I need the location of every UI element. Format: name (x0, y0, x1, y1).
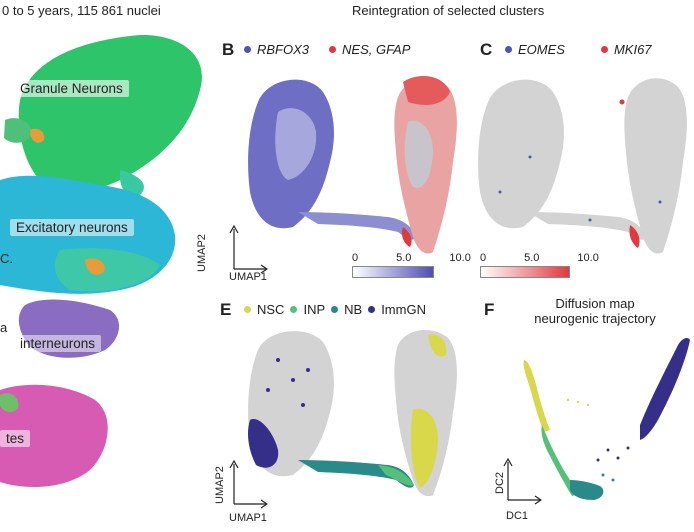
excitatory-cluster-green (54, 248, 160, 292)
panel-b-letter: B (222, 40, 235, 59)
panel-f-letter: F (484, 300, 495, 319)
panel-b-axes (229, 225, 268, 274)
legend-immgn: ImmGN (381, 302, 426, 317)
panel-f-title-line1: Diffusion map (555, 296, 635, 311)
panel-f-axes (503, 458, 542, 505)
legend-nsc: NSC (257, 302, 285, 317)
granule-cluster-tip (119, 170, 144, 197)
legend-nb: NB (344, 302, 363, 317)
reintegration-title: Reintegration of selected clusters (352, 3, 545, 18)
panel-e-legend: NSC INP NB ImmGN (244, 302, 426, 317)
label-partial-tes: tes (0, 430, 31, 447)
legend-inp: INP (303, 302, 326, 317)
legend-mki67: MKI67 (613, 42, 652, 57)
legend-dot-blue (244, 46, 251, 53)
panel-c-colorbar (480, 266, 570, 278)
b-bridge (298, 212, 416, 240)
panel-b-colorbar (352, 266, 434, 278)
legend-dot-red-c (600, 46, 608, 53)
c-right-lobe (624, 78, 687, 254)
label-partial-a: a (0, 320, 8, 335)
orange-blob (85, 258, 105, 275)
legend-dot-nsc (244, 306, 251, 313)
panel-b-umap (248, 76, 457, 254)
c-tick-0: 0 (480, 252, 487, 264)
panel-f-axis-x: DC1 (506, 510, 529, 522)
f-immgn-branch (640, 337, 690, 440)
legend-nes-gfap: NES, GFAP (342, 42, 411, 57)
b-tick-5: 5.0 (396, 252, 412, 264)
b-left-lobe-light (275, 108, 317, 180)
c-tick-10: 10.0 (577, 252, 599, 264)
panel-e-axis-y: UMAP2 (214, 466, 226, 504)
small-cluster-orange (30, 128, 45, 143)
c-left-lobe (478, 79, 564, 229)
f-nsc-branch (523, 360, 550, 432)
e-left-lobe-immgn (248, 419, 279, 468)
c-bridge-red (629, 225, 640, 248)
b-tick-0: 0 (352, 252, 359, 264)
legend-dot-red (329, 46, 337, 53)
astro-green (0, 393, 19, 412)
panel-b-colorbar-ticks: 0 5.0 10.0 (352, 252, 471, 264)
b-right-lobe-top (403, 76, 450, 105)
panel-e-axes (229, 460, 268, 509)
e-right-lobe-nsc-top (428, 334, 447, 357)
panel-f-axis-y: DC2 (494, 471, 506, 494)
label-excitatory-neurons: Excitatory neurons (10, 219, 134, 236)
b-bridge-red (401, 227, 412, 247)
e-right-lobe-nsc (410, 408, 438, 488)
panel-c-legend: EOMES MKI67 (505, 42, 652, 57)
label-partial-c: C. (0, 251, 13, 266)
panel-b-legend: RBFOX3 NES, GFAP (244, 42, 410, 57)
e-bridge-inp (378, 465, 414, 486)
small-cluster (4, 118, 32, 143)
panel-f-title-line2: neurogenic trajectory (534, 311, 656, 326)
legend-dot-immgn (368, 306, 376, 313)
panel-f-title: Diffusion map neurogenic trajectory (510, 296, 680, 326)
panel-b-axis-x: UMAP1 (229, 271, 267, 283)
c-tick-5: 5.0 (524, 252, 540, 264)
label-granule-neurons: Granule Neurons (14, 80, 129, 97)
panel-e-axis-x: UMAP1 (229, 512, 267, 524)
f-nb-vertex (570, 480, 604, 500)
legend-dot-inp (290, 306, 298, 313)
astro-cluster (0, 384, 108, 487)
panel-e-umap (248, 329, 457, 497)
b-tick-10: 10.0 (449, 252, 471, 264)
legend-dot-nb (331, 306, 339, 313)
panel-b-axis-y: UMAP2 (196, 234, 208, 272)
panel-c-colorbar-ticks: 0 5.0 10.0 (480, 252, 599, 264)
panel-f-diffusion-map (523, 337, 690, 500)
panel-c-letter: C (480, 40, 493, 59)
label-interneurons: interneurons (14, 335, 102, 352)
panel-e-letter: E (220, 300, 232, 319)
legend-rbfox3: RBFOX3 (257, 42, 310, 57)
legend-eomes: EOMES (518, 42, 565, 57)
panel-a-title: 0 to 5 years, 115 861 nuclei (2, 3, 161, 18)
granule-cluster (18, 34, 202, 192)
c-bridge (528, 212, 646, 240)
panel-c-umap (478, 78, 687, 254)
b-right-lobe-grey (404, 120, 433, 188)
legend-dot-blue-c (505, 46, 512, 53)
